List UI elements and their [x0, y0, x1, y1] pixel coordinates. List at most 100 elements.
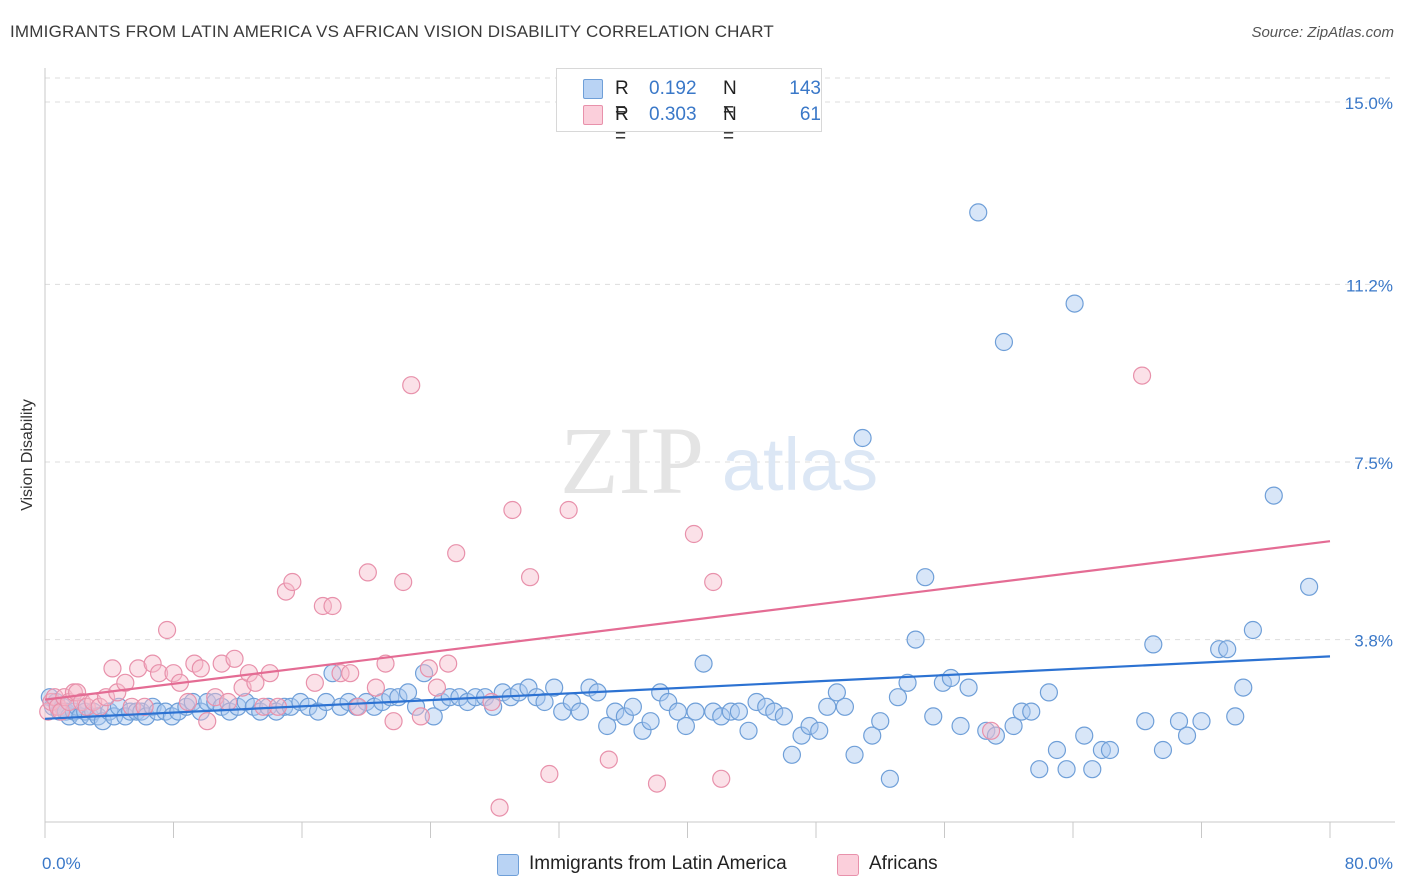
latin-america-point: [1047, 740, 1067, 760]
legend-r-label: R =: [615, 78, 629, 121]
latin-america-point: [880, 769, 899, 788]
latin-america-point: [1226, 707, 1245, 726]
latin-america-point: [835, 697, 855, 716]
latin-america-point: [1004, 716, 1023, 736]
africans-point: [599, 750, 618, 769]
latin-america-point: [1192, 712, 1211, 731]
latin-america-point: [827, 683, 846, 702]
africans-point: [647, 774, 667, 793]
latin-america-point: [424, 707, 443, 726]
africans-point: [164, 664, 183, 683]
africans-point: [419, 659, 438, 678]
latin-america-point: [1065, 294, 1084, 313]
y-tick-label: 11.2%: [1346, 276, 1393, 295]
latin-america-point: [668, 702, 687, 721]
latin-america-point: [1300, 577, 1319, 596]
latin-america-point: [969, 203, 988, 222]
africans-point: [394, 572, 413, 592]
africans-point: [323, 596, 342, 616]
africans-point: [198, 712, 217, 731]
latin-america-point: [888, 688, 908, 707]
africans-point: [103, 659, 122, 678]
latin-america-point: [871, 712, 890, 731]
africans-point: [427, 678, 447, 697]
latin-america-point: [924, 707, 943, 726]
latin-america-point: [906, 630, 925, 649]
latin-america-point: [535, 692, 554, 712]
africans-point: [358, 563, 377, 582]
latin-america-point: [959, 678, 978, 697]
africans-point: [439, 654, 458, 673]
latin-america-point: [1100, 740, 1120, 760]
latin-america-point: [1243, 620, 1263, 640]
latin-america-point: [553, 702, 572, 721]
series-africans-points: [39, 366, 1152, 817]
legend-swatch-pink: [837, 854, 859, 876]
y-tick-label: 7.5%: [1354, 454, 1393, 473]
africans-point: [684, 524, 704, 544]
latin-america-point: [659, 692, 678, 712]
y-tick-label: 3.8%: [1354, 632, 1393, 651]
latin-america-point: [845, 745, 864, 764]
legend-swatch-pink: [583, 105, 603, 125]
africans-point: [305, 673, 324, 692]
latin-america-point: [440, 688, 459, 707]
watermark-atlas: atlas: [722, 423, 878, 506]
africans-trend-line: [44, 540, 1331, 701]
africans-point: [143, 654, 162, 673]
africans-point: [283, 572, 302, 592]
latin-america-point: [686, 702, 705, 721]
africans-point: [384, 712, 403, 731]
africans-point: [559, 500, 578, 520]
gridlines: [45, 77, 1395, 641]
y-axis-label: Vision Disability: [19, 399, 36, 511]
latin-america-point: [863, 726, 882, 745]
legend-n-label: N =: [723, 104, 737, 147]
africans-point: [376, 654, 395, 673]
x-tick-label: 0.0%: [42, 854, 81, 873]
africans-point: [520, 568, 540, 587]
africans-point: [191, 659, 210, 678]
latin-america-point: [800, 716, 819, 736]
latin-america-point: [676, 716, 695, 736]
latin-america-point: [598, 716, 617, 736]
latin-america-point: [1169, 712, 1189, 731]
correlation-legend: R = 0.192 N = 143 R = 0.303 N = 61: [556, 68, 822, 147]
legend-r-value: 0.192: [649, 78, 697, 99]
latin-america-point: [1075, 726, 1094, 745]
legend-label: Immigrants from Latin America: [529, 853, 787, 874]
latin-america-point: [765, 702, 784, 721]
latin-america-point: [1153, 740, 1173, 760]
africans-point: [116, 673, 135, 692]
latin-america-point: [694, 654, 713, 673]
africans-point: [341, 664, 360, 683]
africans-point: [157, 620, 177, 640]
latin-america-point: [1057, 760, 1076, 779]
latin-america-point: [1144, 635, 1163, 654]
latin-america-point: [1264, 486, 1283, 505]
africans-point: [149, 664, 169, 683]
africans-point: [704, 572, 723, 592]
tick-labels: 3.8% 7.5% 11.2% 15.0% 0.0% 80.0%: [42, 94, 1393, 873]
latin-america-point: [570, 702, 589, 721]
trend-lines: [44, 540, 1331, 720]
africans-point: [331, 664, 350, 683]
africans-point: [276, 582, 296, 601]
africans-point: [1132, 366, 1152, 385]
latin-america-point: [641, 712, 660, 731]
latin-america-point: [729, 702, 749, 721]
latin-america-point: [941, 668, 961, 688]
latin-america-point: [406, 697, 426, 716]
africans-point: [366, 678, 385, 697]
africans-point: [225, 649, 244, 668]
latin-america-point: [1012, 702, 1031, 721]
legend-n-value: 143: [789, 78, 821, 99]
africans-point: [490, 798, 509, 817]
africans-point: [178, 692, 198, 712]
legend-swatch-blue: [497, 854, 519, 876]
legend-swatch-blue: [583, 79, 603, 99]
legend-r-label: R =: [615, 104, 629, 147]
legend-r-value: 0.303: [649, 104, 697, 125]
latin-america-point: [898, 673, 917, 692]
